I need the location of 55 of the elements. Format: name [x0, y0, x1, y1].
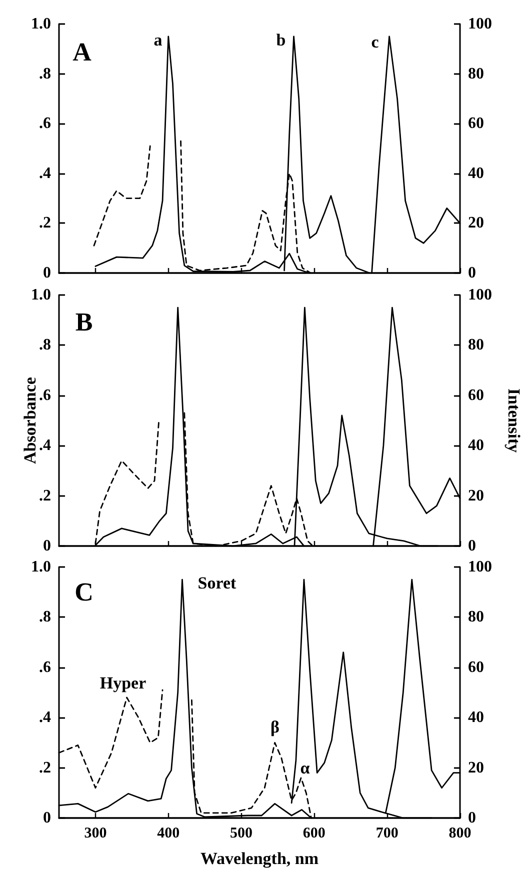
y-tick-label: .2 — [39, 214, 51, 232]
y-tick-label: 0 — [43, 810, 51, 826]
y2-tick-label: 100 — [468, 16, 492, 32]
x-axis-title: Wavelength, nm — [200, 849, 319, 868]
y2-tick-label: 40 — [468, 437, 484, 454]
x-tick-label: 700 — [376, 826, 398, 842]
y-tick-label: .6 — [39, 386, 51, 404]
x-tick-label: 800 — [448, 826, 472, 842]
annotation: B — [75, 308, 93, 336]
annotation: Hyper — [100, 674, 147, 692]
y-tick-label: .2 — [39, 759, 51, 776]
y2-tick-label: 40 — [468, 164, 484, 182]
annotation: A — [72, 38, 92, 66]
annotation: β — [270, 718, 280, 736]
y2-tick-label: 100 — [468, 558, 492, 576]
y2-tick-label: 60 — [468, 115, 484, 132]
y2-tick-label: 60 — [468, 386, 484, 404]
y-tick-label: .4 — [39, 709, 51, 726]
y-tick-label: .8 — [39, 65, 51, 82]
x-tick-label: 400 — [157, 826, 180, 842]
y-tick-label: .2 — [39, 487, 51, 504]
y2-tick-label: 80 — [468, 608, 484, 626]
y2-tick-label: 80 — [468, 336, 484, 354]
x-tick-label: 500 — [230, 826, 253, 842]
y2-tick-label: 60 — [468, 658, 484, 676]
annotation: b — [276, 30, 286, 50]
y-tick-label: .6 — [39, 115, 51, 132]
annotation: Soret — [198, 574, 237, 592]
y2-tick-label: 0 — [468, 538, 476, 554]
y-tick-label: 1.0 — [31, 286, 51, 304]
y-tick-label: .8 — [39, 336, 51, 354]
annotation: α — [300, 758, 310, 778]
y2-tick-label: 40 — [468, 709, 484, 726]
y2-axis-title: Intensity — [504, 388, 524, 454]
x-tick-label: 600 — [302, 826, 326, 842]
annotation: C — [74, 578, 94, 606]
y2-tick-label: 80 — [468, 65, 484, 82]
y-axis-title: Absorbance — [20, 376, 40, 464]
annotation: a — [154, 30, 163, 50]
y2-tick-label: 20 — [468, 487, 484, 504]
y2-tick-label: 0 — [468, 810, 476, 826]
y-tick-label: 1.0 — [31, 16, 51, 32]
y2-tick-label: 0 — [468, 264, 476, 282]
y-tick-label: .6 — [39, 658, 51, 676]
y-tick-label: .4 — [39, 164, 51, 182]
x-tick-label: 300 — [84, 826, 107, 842]
y-tick-label: .4 — [39, 437, 51, 454]
y-tick-label: .8 — [39, 608, 51, 626]
y2-tick-label: 20 — [468, 759, 484, 776]
y-tick-label: 1.0 — [31, 558, 51, 576]
annotation: c — [371, 32, 380, 52]
y2-tick-label: 100 — [468, 286, 492, 304]
y-tick-label: 0 — [43, 538, 51, 554]
y-tick-label: 0 — [43, 264, 51, 282]
y2-tick-label: 20 — [468, 214, 484, 232]
